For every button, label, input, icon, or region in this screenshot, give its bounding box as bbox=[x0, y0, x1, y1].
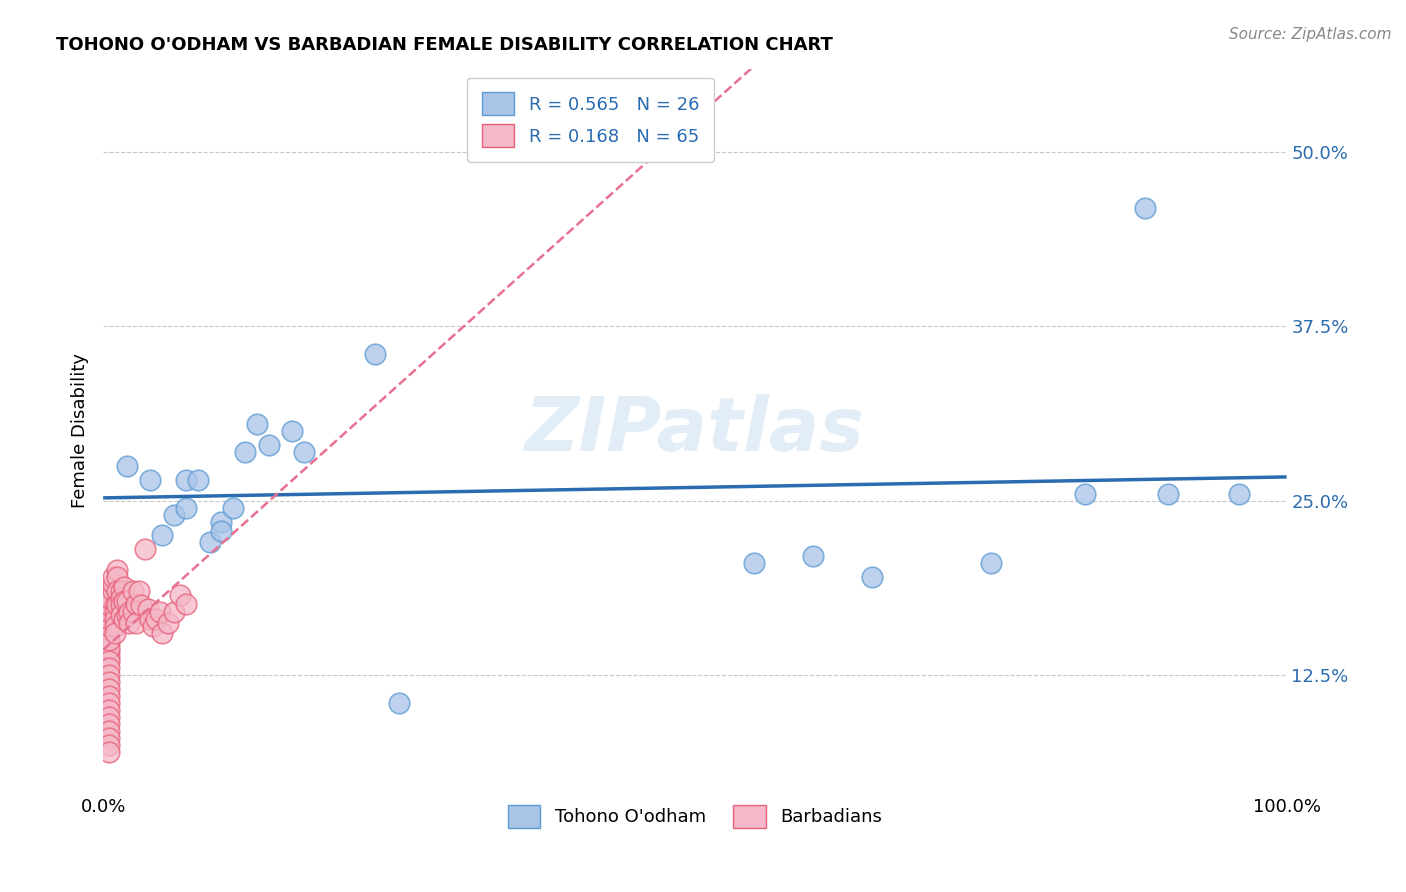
Point bbox=[98, 654, 121, 668]
Point bbox=[860, 570, 883, 584]
Point bbox=[110, 584, 132, 599]
Point bbox=[364, 347, 387, 361]
Point bbox=[104, 612, 127, 626]
Point bbox=[110, 591, 132, 606]
Point bbox=[129, 598, 152, 612]
Point bbox=[98, 591, 121, 606]
Point bbox=[174, 597, 197, 611]
Point bbox=[104, 605, 127, 619]
Point bbox=[136, 602, 159, 616]
Point bbox=[98, 668, 121, 682]
Point bbox=[114, 594, 136, 608]
Point bbox=[246, 417, 269, 431]
Point bbox=[115, 607, 138, 622]
Point bbox=[1133, 201, 1156, 215]
Point bbox=[98, 641, 121, 656]
Text: ZIPatlas: ZIPatlas bbox=[524, 394, 865, 467]
Point bbox=[801, 549, 824, 564]
Point bbox=[163, 508, 186, 522]
Point bbox=[98, 745, 121, 759]
Point bbox=[211, 515, 233, 529]
Point bbox=[388, 696, 411, 710]
Point bbox=[150, 528, 173, 542]
Point bbox=[118, 616, 141, 631]
Point bbox=[174, 473, 197, 487]
Point bbox=[198, 535, 221, 549]
Point bbox=[98, 644, 121, 658]
Point bbox=[98, 626, 121, 640]
Point bbox=[139, 473, 162, 487]
Point bbox=[145, 612, 167, 626]
Point bbox=[98, 636, 121, 650]
Point bbox=[149, 605, 172, 619]
Point bbox=[163, 605, 186, 619]
Point bbox=[98, 723, 121, 738]
Point bbox=[980, 557, 1002, 571]
Y-axis label: Female Disability: Female Disability bbox=[72, 353, 89, 508]
Point bbox=[98, 612, 121, 626]
Point bbox=[121, 605, 143, 619]
Point bbox=[121, 584, 143, 599]
Point bbox=[98, 696, 121, 710]
Point bbox=[104, 619, 127, 633]
Point bbox=[281, 424, 304, 438]
Point bbox=[98, 619, 121, 633]
Point bbox=[110, 598, 132, 612]
Point bbox=[98, 674, 121, 689]
Point bbox=[98, 605, 121, 619]
Point bbox=[105, 570, 128, 584]
Text: Source: ZipAtlas.com: Source: ZipAtlas.com bbox=[1229, 27, 1392, 42]
Point bbox=[125, 597, 148, 611]
Point bbox=[98, 716, 121, 731]
Point bbox=[101, 584, 124, 599]
Point bbox=[114, 580, 136, 594]
Point bbox=[142, 619, 165, 633]
Point bbox=[222, 500, 245, 515]
Point bbox=[105, 598, 128, 612]
Point bbox=[139, 612, 162, 626]
Point bbox=[233, 445, 256, 459]
Text: TOHONO O'ODHAM VS BARBADIAN FEMALE DISABILITY CORRELATION CHART: TOHONO O'ODHAM VS BARBADIAN FEMALE DISAB… bbox=[56, 36, 834, 54]
Point bbox=[105, 563, 128, 577]
Point bbox=[257, 438, 280, 452]
Point bbox=[101, 577, 124, 591]
Point bbox=[187, 473, 209, 487]
Point bbox=[101, 570, 124, 584]
Point bbox=[157, 616, 180, 631]
Point bbox=[98, 703, 121, 717]
Point bbox=[115, 594, 138, 608]
Point bbox=[105, 584, 128, 599]
Point bbox=[98, 731, 121, 745]
Point bbox=[110, 607, 132, 622]
Point bbox=[114, 612, 136, 626]
Point bbox=[134, 542, 156, 557]
Point bbox=[169, 589, 191, 603]
Point bbox=[98, 598, 121, 612]
Point bbox=[292, 445, 315, 459]
Point bbox=[1227, 486, 1250, 500]
Point bbox=[742, 557, 765, 571]
Point bbox=[211, 524, 233, 539]
Point bbox=[98, 709, 121, 723]
Point bbox=[104, 626, 127, 640]
Point bbox=[125, 616, 148, 631]
Point bbox=[1074, 486, 1097, 500]
Point bbox=[98, 689, 121, 703]
Point bbox=[115, 458, 138, 473]
Point bbox=[174, 500, 197, 515]
Point bbox=[98, 738, 121, 752]
Point bbox=[1157, 486, 1180, 500]
Point bbox=[118, 605, 141, 619]
Legend: Tohono O'odham, Barbadians: Tohono O'odham, Barbadians bbox=[501, 797, 889, 835]
Point bbox=[98, 661, 121, 675]
Point bbox=[128, 584, 150, 599]
Point bbox=[98, 633, 121, 648]
Point bbox=[150, 626, 173, 640]
Point bbox=[98, 649, 121, 664]
Point bbox=[98, 681, 121, 696]
Point bbox=[104, 598, 127, 612]
